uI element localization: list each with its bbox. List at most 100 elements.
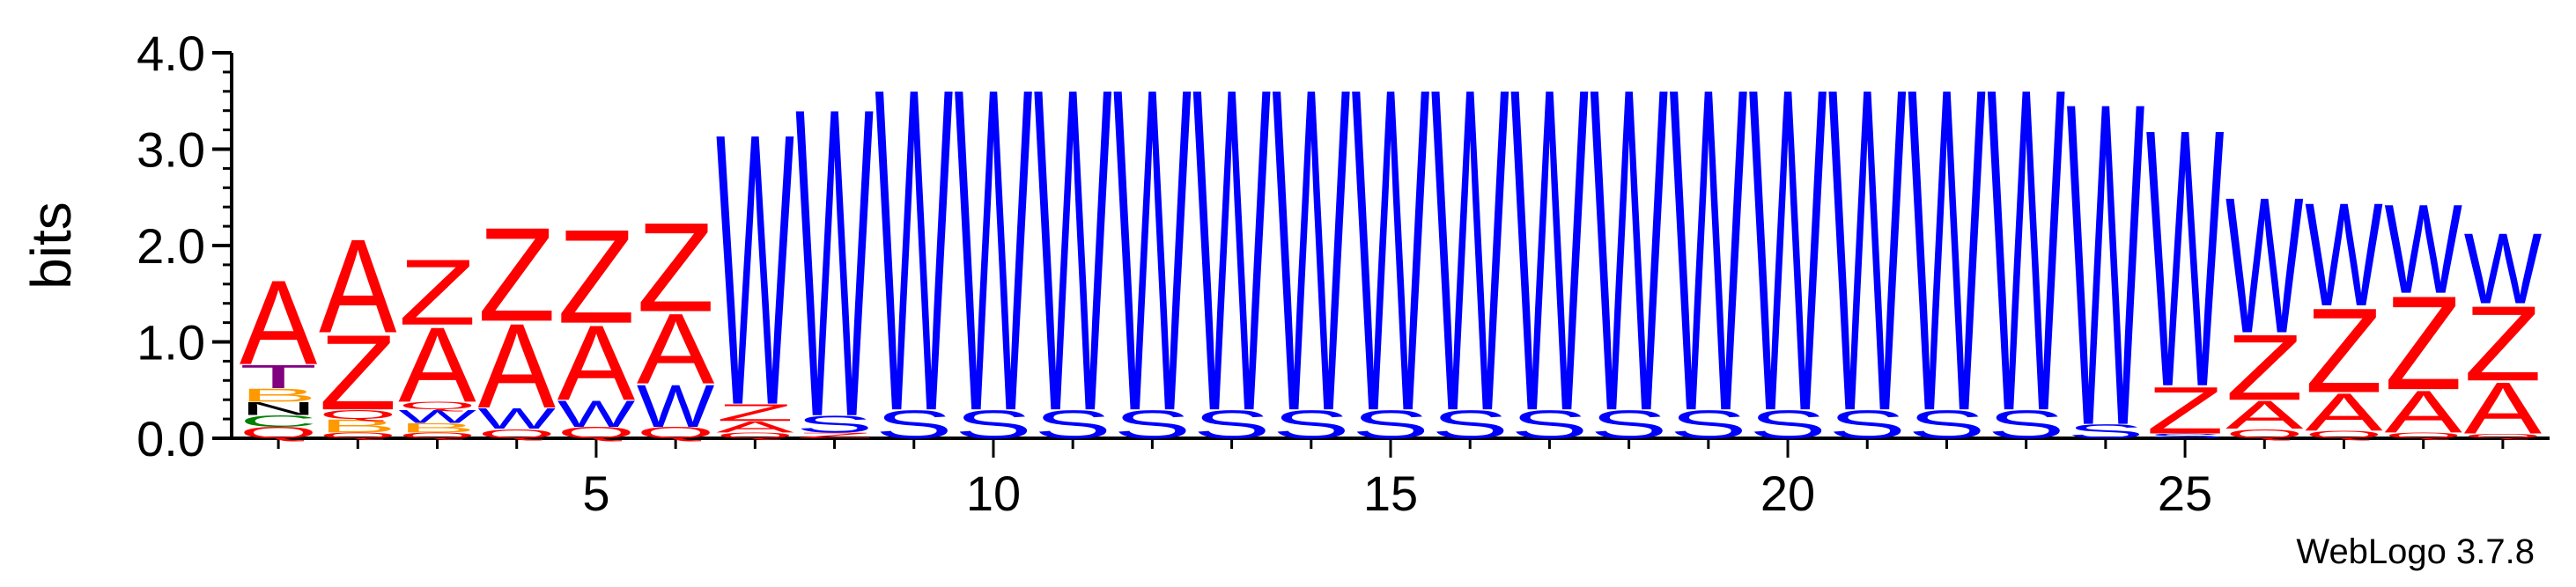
logo-letter-S: S xyxy=(1670,402,1747,447)
logo-letter-C: C xyxy=(240,412,317,429)
logo-letter-Z: Z xyxy=(716,400,793,427)
logo-letter-W: W xyxy=(398,406,476,427)
logo-letter-S: S xyxy=(1352,402,1429,447)
logo-letter-A: A xyxy=(2305,382,2383,442)
logo-letter-A: A xyxy=(398,305,476,424)
x-ticks: 5 10 15 20 25 xyxy=(277,438,2505,521)
logo-letter-S: S xyxy=(1908,402,1985,447)
logo-letter-W: W xyxy=(1192,0,1271,509)
y-tick-label: 2.0 xyxy=(137,218,205,274)
logo-letter-B: B xyxy=(240,385,317,406)
logo-letter-T: T xyxy=(240,358,317,396)
logo-letter-W: W xyxy=(557,393,635,435)
logo-letter-B: B xyxy=(319,415,396,437)
y-tick-label: 0.0 xyxy=(137,411,205,466)
logo-letter-W: W xyxy=(637,373,715,440)
logo-letter-Q: Q xyxy=(557,424,635,442)
logo-letter-W: W xyxy=(1670,0,1748,509)
logo-letter-W: W xyxy=(1034,0,1112,509)
logo-letter-Z: Z xyxy=(795,431,873,440)
logo-letter-W: W xyxy=(955,0,1033,509)
logo-letter-Z: Z xyxy=(2464,283,2542,403)
logo-letter-S: S xyxy=(1273,402,1350,447)
logo-letter-S: S xyxy=(1987,402,2064,447)
logo-letter-W: W xyxy=(2146,52,2225,464)
logo-letter-W: W xyxy=(2067,8,2145,523)
logo-letter-W: W xyxy=(2225,157,2304,374)
logo-letter-Z: Z xyxy=(2384,269,2462,419)
y-axis-label: bits xyxy=(19,202,83,290)
logo-letter-S: S xyxy=(1192,402,1270,447)
logo-letter-A: A xyxy=(478,298,557,433)
logo-letter-W: W xyxy=(1510,0,1589,509)
logo-letter-W: W xyxy=(2464,213,2543,325)
x-tick-label: 5 xyxy=(582,466,609,521)
logo-letter-W: W xyxy=(1431,0,1509,509)
logo-letter-A: A xyxy=(716,418,793,436)
logo-letter-S: S xyxy=(1431,402,1509,447)
logo-letter-W: W xyxy=(2305,172,2382,336)
logo-letter-Q: Q xyxy=(240,424,317,442)
logo-letter-W: W xyxy=(875,0,954,509)
logo-letter-B: B xyxy=(398,421,476,436)
x-tick-label: 10 xyxy=(966,466,1021,521)
logo-letter-S: S xyxy=(955,402,1032,447)
logo-letter-S: S xyxy=(1590,402,1667,447)
logo-letter-Q: Q xyxy=(2305,429,2382,441)
logo-letter-S: S xyxy=(1510,402,1588,447)
logo-letter-A: A xyxy=(2384,378,2462,445)
logo-letter-W: W xyxy=(1352,0,1430,509)
logo-letter-Q: Q xyxy=(716,431,793,440)
logo-letter-Z: Z xyxy=(2305,282,2382,417)
logo-letter-A: A xyxy=(557,303,636,422)
logo-letter-Z: Z xyxy=(319,312,396,432)
x-tick-label: 15 xyxy=(1363,466,1418,521)
axes: 0.0 1.0 2.0 3.0 4.0 5 10 15 20 25 bits xyxy=(19,26,2550,521)
logo-letter-Z: Z xyxy=(398,240,476,345)
logo-letter-W: W xyxy=(1749,0,1827,509)
logo-letter-W: W xyxy=(1987,0,2065,509)
y-tick-label: 4.0 xyxy=(137,26,205,81)
logo-letter-Z: Z xyxy=(2146,373,2224,448)
logo-letter-N: N xyxy=(240,399,317,420)
logo-letter-A: A xyxy=(2225,393,2303,437)
x-tick-label: 20 xyxy=(1760,466,1815,521)
logo-letter-A: A xyxy=(637,293,715,405)
logo-letter-S: S xyxy=(1034,402,1111,447)
logo-letter-S: S xyxy=(2067,421,2144,443)
logo-letter-A: A xyxy=(2464,368,2542,450)
logo-letter-Z: Z xyxy=(557,202,635,352)
logo-letter-S: S xyxy=(795,411,873,438)
logo-letter-Z: Z xyxy=(637,197,714,338)
logo-letter-W: W xyxy=(795,16,874,510)
logo-letter-W: W xyxy=(1828,0,1907,509)
logo-letter-Q: Q xyxy=(398,400,476,412)
logo-letter-W: W xyxy=(478,402,556,435)
logo-letter-Q: Q xyxy=(2384,431,2462,440)
logo-letter-W: W xyxy=(1590,0,1668,509)
logo-letter-S: S xyxy=(1749,402,1827,447)
y-ticks: 0.0 1.0 2.0 3.0 4.0 xyxy=(137,26,232,466)
logo-letter-S: S xyxy=(2146,432,2224,440)
logo-letter-A: A xyxy=(319,212,396,362)
logo-letter-Q: Q xyxy=(637,424,714,442)
logo-letter-W: W xyxy=(1113,0,1192,509)
logo-letter-Z: Z xyxy=(2225,316,2303,421)
logo-letter-Q: Q xyxy=(319,407,396,422)
logo-letter-W: W xyxy=(1908,0,1986,509)
logo-letter-W: W xyxy=(1273,0,1351,509)
logo-letter-S: S xyxy=(875,402,953,447)
logo-letter-S: S xyxy=(1828,402,1906,447)
logo-letter-S: S xyxy=(1113,402,1191,447)
logo-letter-W: W xyxy=(2384,179,2462,319)
logo-letter-Z: Z xyxy=(478,201,556,350)
logo-letter-Q: Q xyxy=(2464,432,2542,440)
weblogo-credit: WebLogo 3.7.8 xyxy=(2296,532,2535,571)
logo-letter-Q: Q xyxy=(2225,426,2303,441)
logo-letter-A: A xyxy=(240,255,318,390)
logo-letter-Q: Q xyxy=(398,431,476,440)
y-tick-label: 1.0 xyxy=(137,315,205,371)
logo-letter-Q: Q xyxy=(478,426,556,441)
